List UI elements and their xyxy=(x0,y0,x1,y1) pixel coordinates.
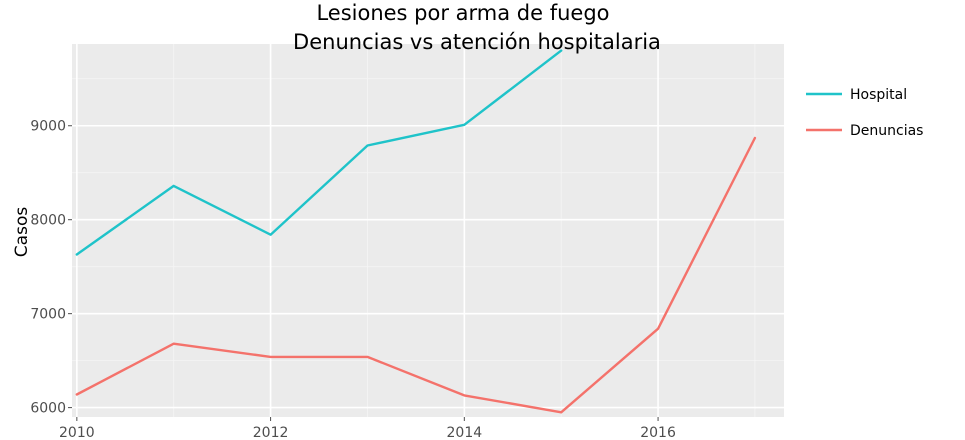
minor-gridlines xyxy=(72,44,784,417)
x-axis-ticks: 2010 2012 2014 2016 xyxy=(59,417,676,440)
series-line-hospital xyxy=(75,49,563,256)
y-tick-label: 7000 xyxy=(30,307,66,323)
x-tick-label: 2014 xyxy=(447,425,483,440)
x-tick-label: 2010 xyxy=(59,425,95,440)
y-axis-title: Casos xyxy=(12,207,32,258)
x-tick-label: 2012 xyxy=(253,425,289,440)
legend-label-hospital: Hospital xyxy=(850,87,907,103)
chart-subtitle: Denuncias vs atención hospitalaria xyxy=(293,30,661,54)
series-line-denuncias xyxy=(75,136,757,414)
chart-title: Lesiones por arma de fuego xyxy=(316,1,609,25)
y-tick-label: 6000 xyxy=(30,401,66,417)
y-axis-ticks: 6000 7000 8000 9000 xyxy=(30,119,72,417)
series-lines xyxy=(75,49,757,414)
legend: Hospital Denuncias xyxy=(806,87,923,139)
y-tick-label: 8000 xyxy=(30,213,66,229)
y-tick-label: 9000 xyxy=(30,119,66,135)
legend-label-denuncias: Denuncias xyxy=(850,123,923,139)
plot-panel xyxy=(72,44,784,417)
x-tick-label: 2016 xyxy=(640,425,676,440)
